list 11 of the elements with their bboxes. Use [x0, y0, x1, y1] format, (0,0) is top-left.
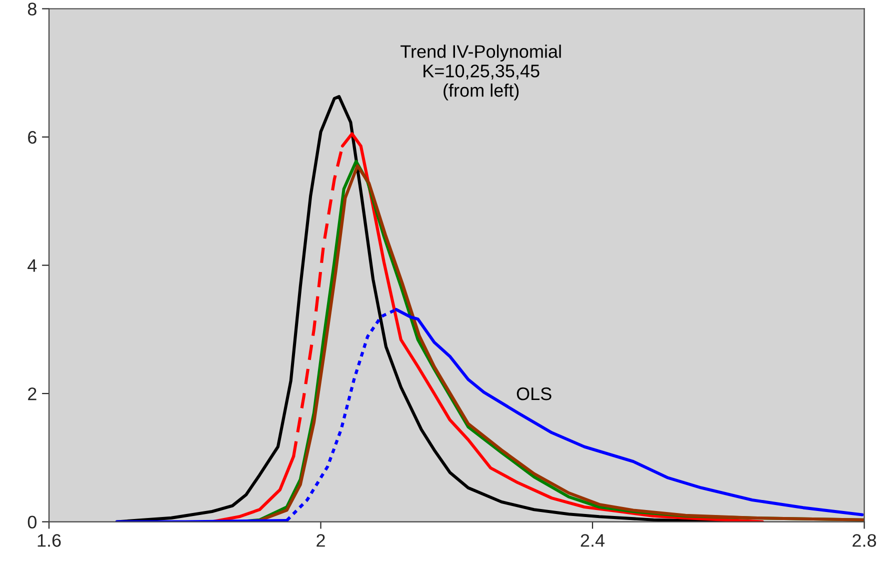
y-tick-label: 2 [28, 387, 36, 400]
annotation: Trend IV-Polynomial K=10,25,35,45 (from left) [400, 44, 561, 100]
y-tick-label: 4 [28, 259, 37, 272]
x-tick-label: 2.4 [580, 534, 605, 547]
y-tick-label: 8 [28, 2, 36, 16]
x-tick-label: 2 [316, 534, 325, 547]
y-tick-label: 6 [28, 130, 36, 144]
annotation: OLS [516, 387, 552, 400]
x-tick-label: 1.6 [38, 534, 61, 547]
y-tick-label: 0 [28, 516, 36, 529]
x-tick-label: 2.8 [852, 534, 876, 547]
